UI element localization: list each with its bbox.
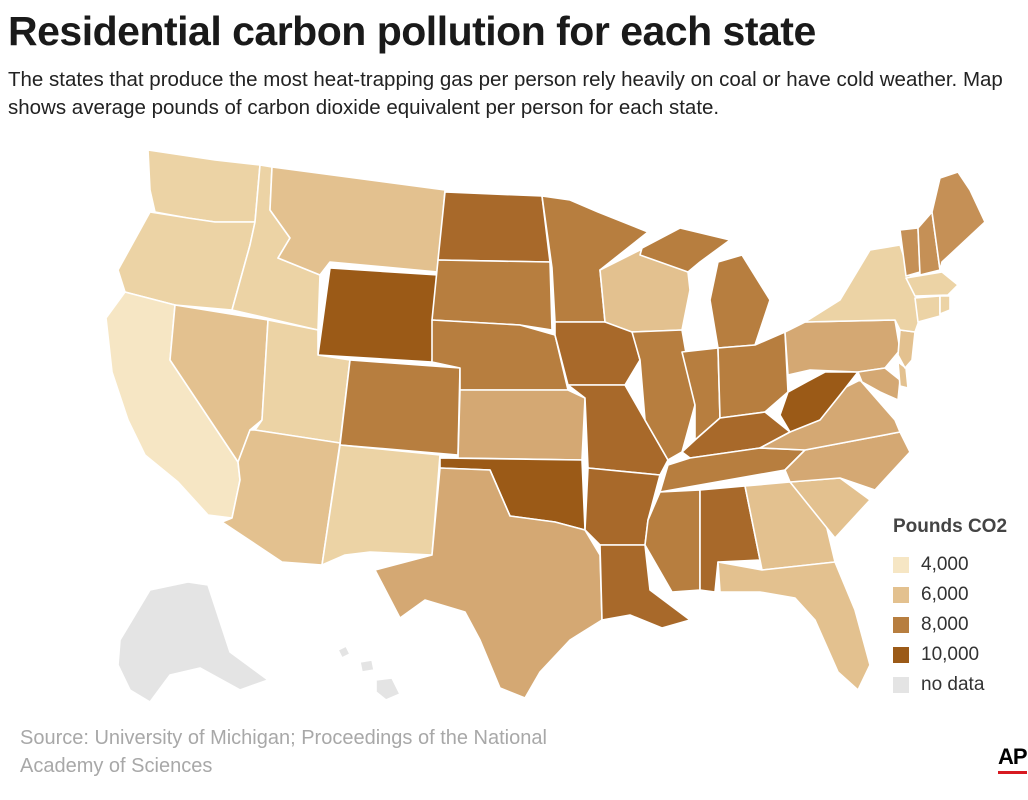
source-note: Source: University of Michigan; Proceedi…: [20, 727, 547, 777]
state-colorado: [339, 359, 461, 456]
legend-item-4000: 4,000: [893, 550, 1007, 580]
legend-swatch: [893, 557, 909, 573]
state-new-mexico: [321, 444, 441, 566]
legend-swatch: [893, 587, 909, 603]
state-montana: [269, 166, 446, 276]
state-missouri: [567, 384, 669, 476]
map-title: Residential carbon pollution for each st…: [8, 8, 816, 54]
state-texas: [374, 467, 603, 699]
state-massachusetts: [905, 271, 959, 297]
state-connecticut: [914, 295, 941, 323]
state-maine: [931, 171, 986, 271]
state-new-jersey: [897, 329, 916, 369]
state-north-dakota: [437, 191, 551, 263]
ap-logo-underline: [998, 771, 1027, 774]
state-iowa: [554, 321, 641, 386]
legend-swatch: [893, 617, 909, 633]
legend-label: 10,000: [921, 644, 980, 665]
legend-swatch: [893, 647, 909, 663]
state-west-virginia: [779, 371, 859, 433]
state-kansas: [457, 389, 586, 461]
legend-label: 8,000: [921, 614, 969, 635]
legend-swatch: [893, 677, 909, 693]
state-wyoming: [317, 267, 439, 363]
legend-item-no-data: no data: [893, 670, 1007, 700]
legend-label: no data: [921, 674, 985, 695]
legend-title: Pounds CO2: [893, 516, 1008, 537]
state-louisiana: [599, 544, 691, 629]
legend-item-6000: 6,000: [893, 580, 1007, 610]
state-washington: [147, 149, 261, 223]
legend-item-8000: 8,000: [893, 610, 1007, 640]
state-maryland: [857, 367, 901, 401]
state-new-york: [804, 244, 921, 333]
legend: Pounds CO2 4,000 6,000 8,000 10,000 no d…: [893, 516, 1007, 700]
state-florida: [717, 561, 871, 691]
map-subtitle: The states that produce the most heat-tr…: [8, 68, 1003, 119]
legend-label: 4,000: [921, 554, 969, 575]
state-hawaii: [337, 645, 401, 701]
state-pennsylvania: [784, 319, 901, 376]
state-alaska: [117, 581, 269, 703]
legend-item-10000: 10,000: [893, 640, 1007, 670]
ap-logo: AP: [998, 744, 1028, 769]
state-mississippi: [644, 489, 701, 593]
state-rhode-island: [939, 295, 951, 315]
state-south-dakota: [431, 259, 553, 331]
legend-label: 6,000: [921, 584, 969, 605]
state-illinois: [631, 329, 696, 461]
